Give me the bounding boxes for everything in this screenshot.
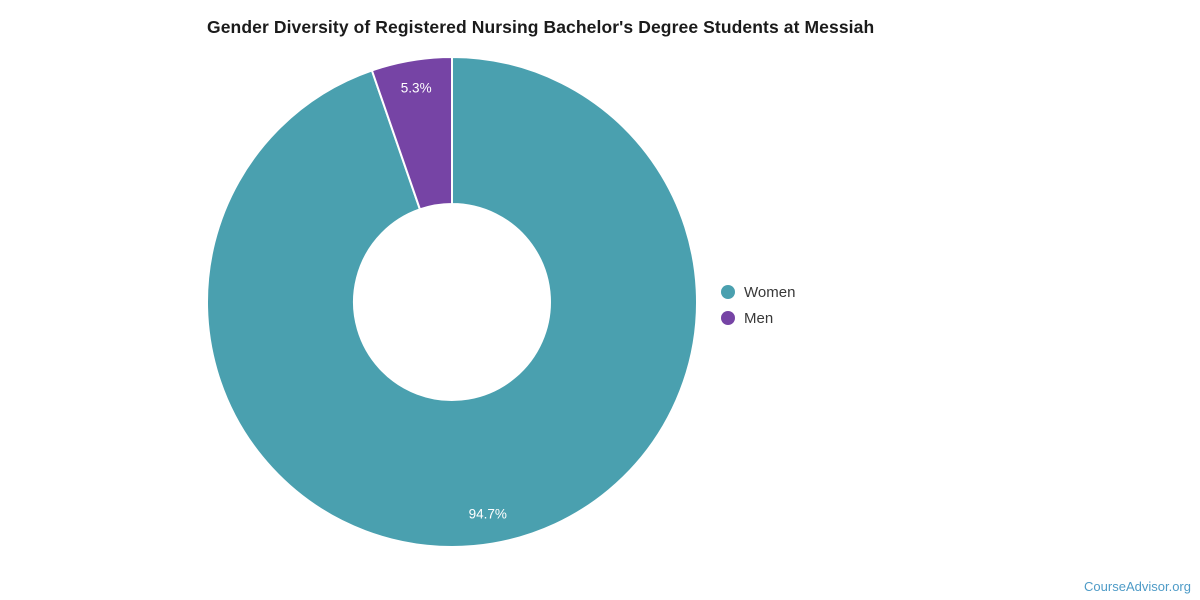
chart-title: Gender Diversity of Registered Nursing B… [207,17,875,37]
legend-marker-women-icon [721,285,735,299]
legend-marker-men-icon [721,311,735,325]
legend-label-men: Men [744,309,774,327]
watermark-link[interactable]: CourseAdvisor.org [1084,579,1191,594]
pie-slice-men[interactable] [370,56,453,211]
legend-item-men[interactable]: Men [721,305,795,331]
data-label-women: 94.7% [469,507,507,522]
legend-label-women: Women [744,283,796,301]
data-label-men: 5.3% [401,81,432,96]
pie-slice-women[interactable] [206,56,698,548]
legend: Women Men [721,279,795,331]
legend-item-women[interactable]: Women [721,279,795,305]
